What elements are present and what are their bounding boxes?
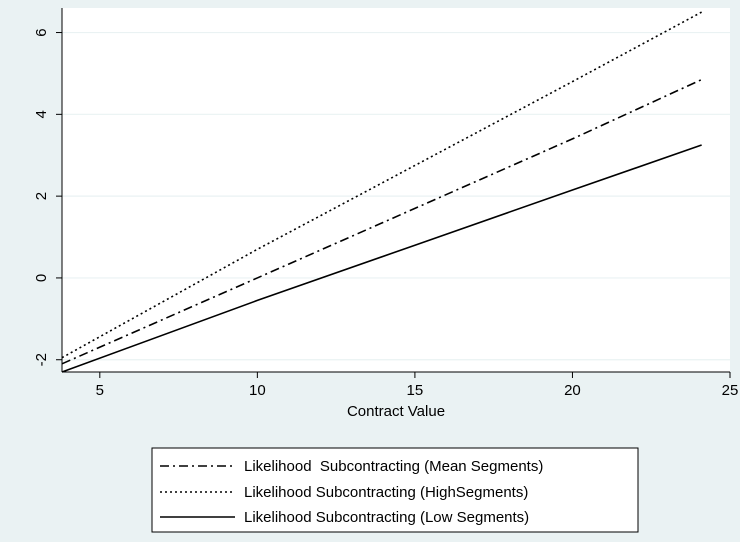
x-axis-title: Contract Value bbox=[347, 403, 445, 420]
series-group bbox=[61, 11, 703, 373]
x-axis-ticks: 5 10 15 20 25 bbox=[96, 372, 739, 399]
series-line-0 bbox=[61, 78, 702, 365]
y-tick-label-1: 0 bbox=[33, 274, 50, 282]
y-tick-label-4: 6 bbox=[33, 28, 50, 36]
y-tick-label-0: -2 bbox=[33, 353, 50, 366]
x-tick-label-3: 20 bbox=[564, 382, 581, 399]
x-tick-label-2: 15 bbox=[407, 382, 424, 399]
series-line-1 bbox=[61, 11, 703, 359]
legend-label-mean: Likelihood Subcontracting (Mean Segments… bbox=[244, 458, 543, 475]
legend: Likelihood Subcontracting (Mean Segments… bbox=[151, 447, 639, 533]
legend-box bbox=[151, 447, 639, 533]
plot-area bbox=[62, 8, 730, 372]
y-axis-ticks: -2 0 2 4 6 bbox=[33, 28, 62, 366]
y-tick-label-2: 2 bbox=[33, 192, 50, 200]
y-tick-label-3: 4 bbox=[33, 110, 50, 118]
legend-label-low: Likelihood Subcontracting (Low Segments) bbox=[244, 509, 529, 526]
x-tick-label-0: 5 bbox=[96, 382, 104, 399]
gridlines bbox=[62, 31, 730, 361]
x-tick-label-4: 25 bbox=[722, 382, 739, 399]
x-tick-label-1: 10 bbox=[249, 382, 266, 399]
series-line-2 bbox=[61, 144, 702, 373]
legend-label-high: Likelihood Subcontracting (HighSegments) bbox=[244, 484, 528, 501]
